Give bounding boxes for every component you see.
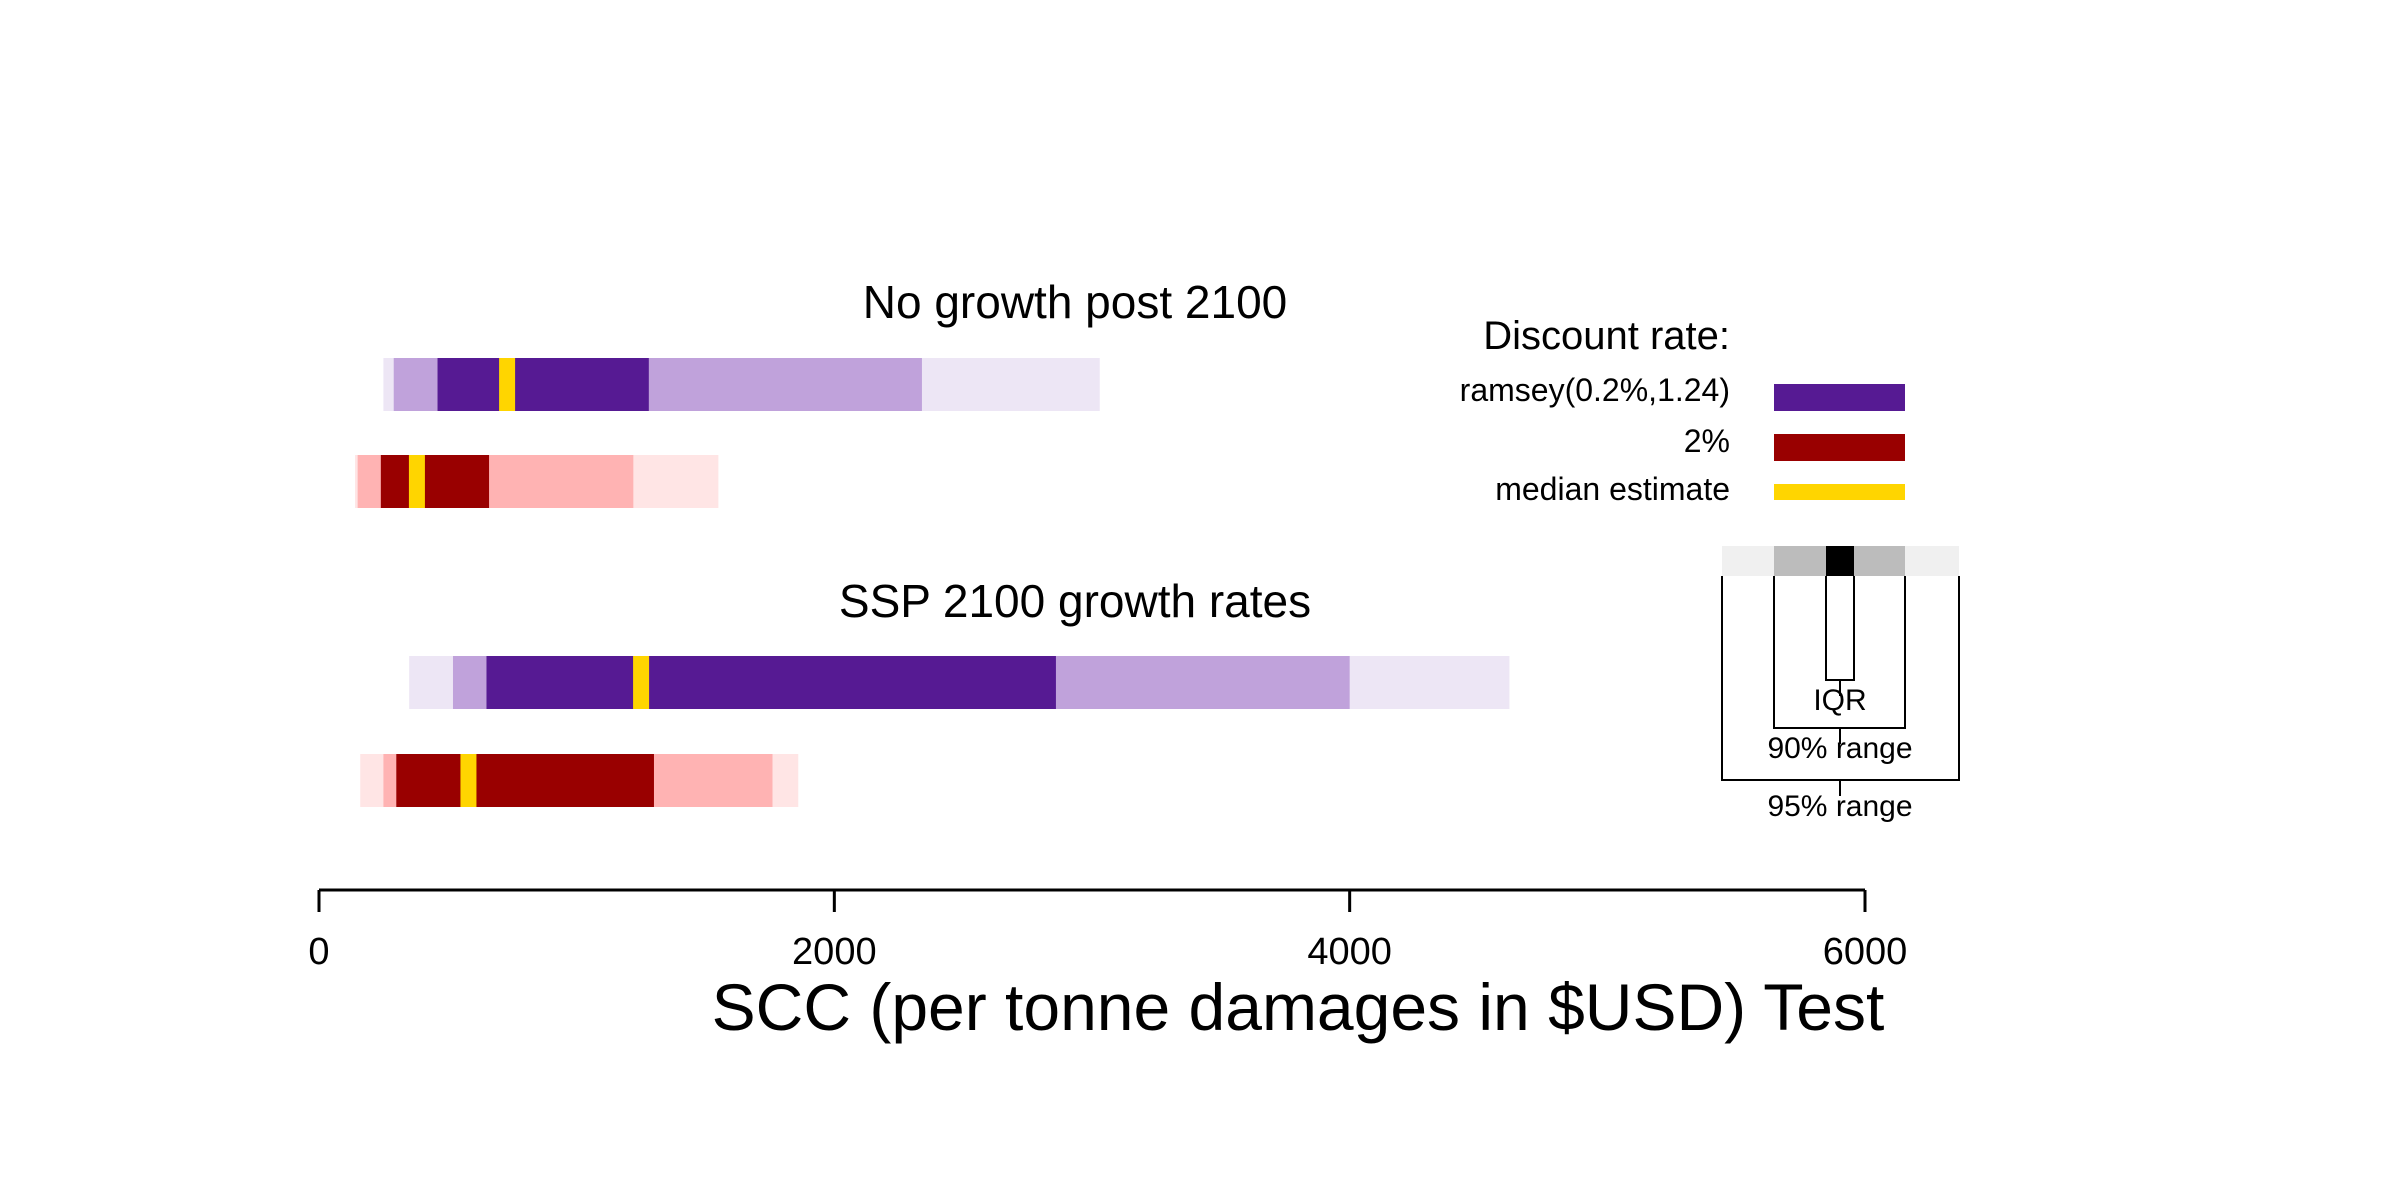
chart-panels: No growth post 2100 SSP 2100 growth rates	[355, 276, 1510, 807]
iqr-bar	[437, 358, 649, 411]
x-tick-label: 0	[308, 931, 329, 973]
legend-label: median estimate	[1495, 471, 1730, 507]
panel-2: SSP 2100 growth rates	[360, 575, 1510, 807]
key-iqr-swatch	[1826, 546, 1854, 576]
x-tick-label: 2000	[792, 931, 877, 973]
median-marker	[460, 754, 477, 807]
bar-group-ramsey	[409, 656, 1510, 709]
range-key: IQR 90% range 95% range	[1721, 546, 1960, 823]
legend-swatch	[1774, 484, 1905, 500]
x-axis: 0 2000 4000 6000	[308, 888, 1908, 973]
x-axis-label: SCC (per tonne damages in $USD) Test	[712, 970, 1885, 1044]
legend-label: 2%	[1684, 423, 1730, 459]
key-range90-label: 90% range	[1767, 732, 1912, 765]
legend-swatch	[1774, 384, 1905, 411]
key-range95-label: 95% range	[1767, 790, 1912, 823]
iqr-bar	[380, 455, 490, 508]
legend-title: Discount rate:	[1483, 314, 1730, 358]
key-iqr-bracket	[1825, 576, 1855, 681]
panel-title: SSP 2100 growth rates	[839, 575, 1311, 627]
bar-group-ramsey	[383, 358, 1100, 411]
panel-title: No growth post 2100	[863, 276, 1288, 328]
bar-group-2pct	[360, 754, 799, 807]
x-tick-label: 4000	[1307, 931, 1392, 973]
panel-1: No growth post 2100	[355, 276, 1287, 508]
bar-group-2pct	[355, 455, 719, 508]
key-iqr-label: IQR	[1813, 684, 1866, 717]
median-marker	[499, 358, 516, 411]
median-marker	[633, 656, 650, 709]
median-marker	[408, 455, 425, 508]
legend-label: ramsey(0.2%,1.24)	[1460, 372, 1730, 408]
iqr-bar	[486, 656, 1056, 709]
legend: Discount rate: ramsey(0.2%,1.24) 2% median…	[1460, 314, 1905, 507]
x-tick-label: 6000	[1823, 931, 1908, 973]
legend-swatch	[1774, 434, 1905, 461]
iqr-bar	[396, 754, 654, 807]
